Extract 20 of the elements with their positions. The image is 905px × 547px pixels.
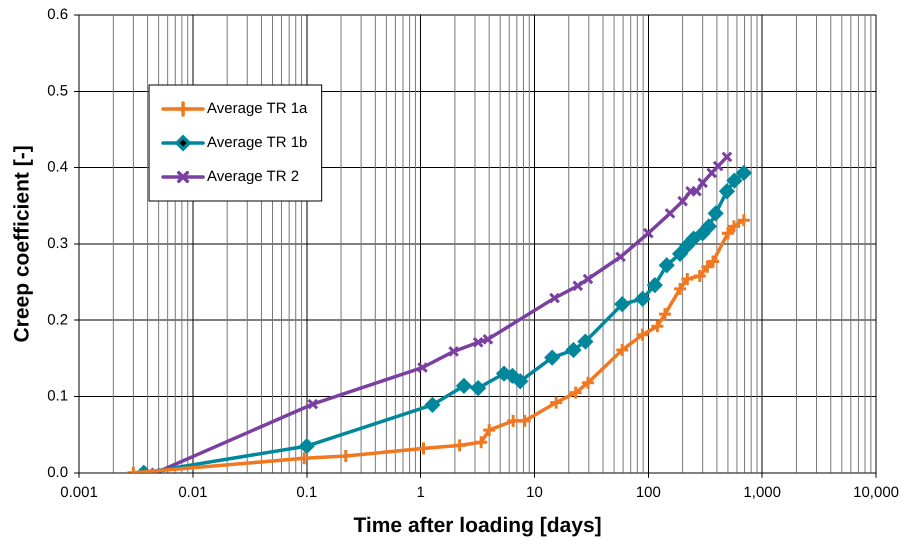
x-tick-label: 1,000 bbox=[743, 484, 781, 501]
x-tick-label: 0.01 bbox=[178, 484, 208, 501]
y-tick-label: 0.4 bbox=[47, 158, 68, 176]
x-axis-title: Time after loading [days] bbox=[353, 514, 602, 538]
y-tick-label: 0.0 bbox=[47, 464, 68, 481]
x-tick-label: 10 bbox=[526, 484, 543, 501]
x-tick-label: 10,000 bbox=[853, 484, 900, 501]
y-axis-title: Creep coefficient [-] bbox=[10, 145, 34, 342]
legend-label: Average TR 1a bbox=[207, 100, 308, 118]
y-tick-label: 0.5 bbox=[47, 82, 68, 100]
legend-label: Average TR 1b bbox=[207, 134, 308, 152]
y-tick-label: 0.6 bbox=[47, 6, 68, 24]
legend-label: Average TR 2 bbox=[207, 168, 300, 186]
x-tick-label: 0.001 bbox=[60, 484, 98, 501]
y-tick-label: 0.3 bbox=[47, 235, 68, 252]
x-tick-label: 100 bbox=[636, 484, 661, 501]
y-tick-label: 0.1 bbox=[47, 388, 68, 405]
x-tick-label: 0.1 bbox=[296, 484, 318, 501]
x-tick-label: 1 bbox=[416, 484, 425, 501]
y-tick-label: 0.2 bbox=[47, 311, 68, 328]
